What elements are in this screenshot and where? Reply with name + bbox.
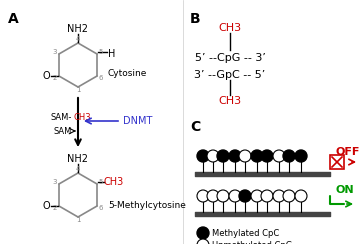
Text: C: C (190, 120, 200, 134)
Text: CH3: CH3 (73, 112, 91, 122)
Text: CH3: CH3 (219, 96, 242, 106)
Text: ON: ON (335, 185, 354, 195)
Circle shape (251, 190, 263, 202)
Text: SAM: SAM (54, 126, 72, 135)
Text: O: O (42, 201, 50, 211)
Text: H: H (108, 49, 116, 59)
Circle shape (197, 150, 209, 162)
Text: 2: 2 (53, 75, 57, 81)
Text: Unmethylated CpG: Unmethylated CpG (212, 241, 292, 244)
Text: 5: 5 (98, 49, 103, 55)
Circle shape (295, 150, 307, 162)
Text: 3: 3 (53, 49, 57, 55)
Text: 3: 3 (53, 179, 57, 185)
Text: NH2: NH2 (68, 154, 89, 164)
Circle shape (239, 190, 251, 202)
Circle shape (207, 190, 219, 202)
Text: 1: 1 (76, 87, 80, 93)
Circle shape (273, 150, 285, 162)
Circle shape (217, 150, 229, 162)
Text: CH3: CH3 (219, 23, 242, 33)
Text: 6: 6 (98, 75, 103, 81)
Text: 6: 6 (98, 205, 103, 211)
Circle shape (283, 150, 295, 162)
Circle shape (273, 190, 285, 202)
Text: 4: 4 (76, 166, 80, 172)
Text: Cytosine: Cytosine (108, 69, 147, 78)
Text: 2: 2 (53, 205, 57, 211)
Text: 1: 1 (76, 217, 80, 223)
Circle shape (229, 150, 241, 162)
Circle shape (261, 150, 273, 162)
Text: SAM-: SAM- (51, 112, 72, 122)
Text: 5: 5 (98, 179, 103, 185)
Text: 5’ --CpG -- 3’: 5’ --CpG -- 3’ (194, 53, 265, 63)
Circle shape (197, 239, 209, 244)
Text: A: A (8, 12, 19, 26)
Circle shape (197, 190, 209, 202)
Text: 4: 4 (76, 36, 80, 42)
Text: CH3: CH3 (104, 177, 124, 187)
Text: Methylated CpC: Methylated CpC (212, 228, 279, 237)
Text: NH2: NH2 (68, 24, 89, 34)
Circle shape (261, 190, 273, 202)
Circle shape (239, 150, 251, 162)
Circle shape (295, 190, 307, 202)
Text: O: O (42, 71, 50, 81)
Text: DNMT: DNMT (123, 116, 152, 126)
FancyBboxPatch shape (330, 155, 344, 169)
Circle shape (197, 227, 209, 239)
Circle shape (229, 190, 241, 202)
Text: 3’ --GpC -- 5’: 3’ --GpC -- 5’ (194, 70, 266, 80)
Text: 5-Methylcytosine: 5-Methylcytosine (108, 201, 186, 210)
Circle shape (251, 150, 263, 162)
Circle shape (217, 190, 229, 202)
Text: B: B (190, 12, 201, 26)
Circle shape (207, 150, 219, 162)
Circle shape (283, 190, 295, 202)
Text: OFF: OFF (335, 147, 359, 157)
